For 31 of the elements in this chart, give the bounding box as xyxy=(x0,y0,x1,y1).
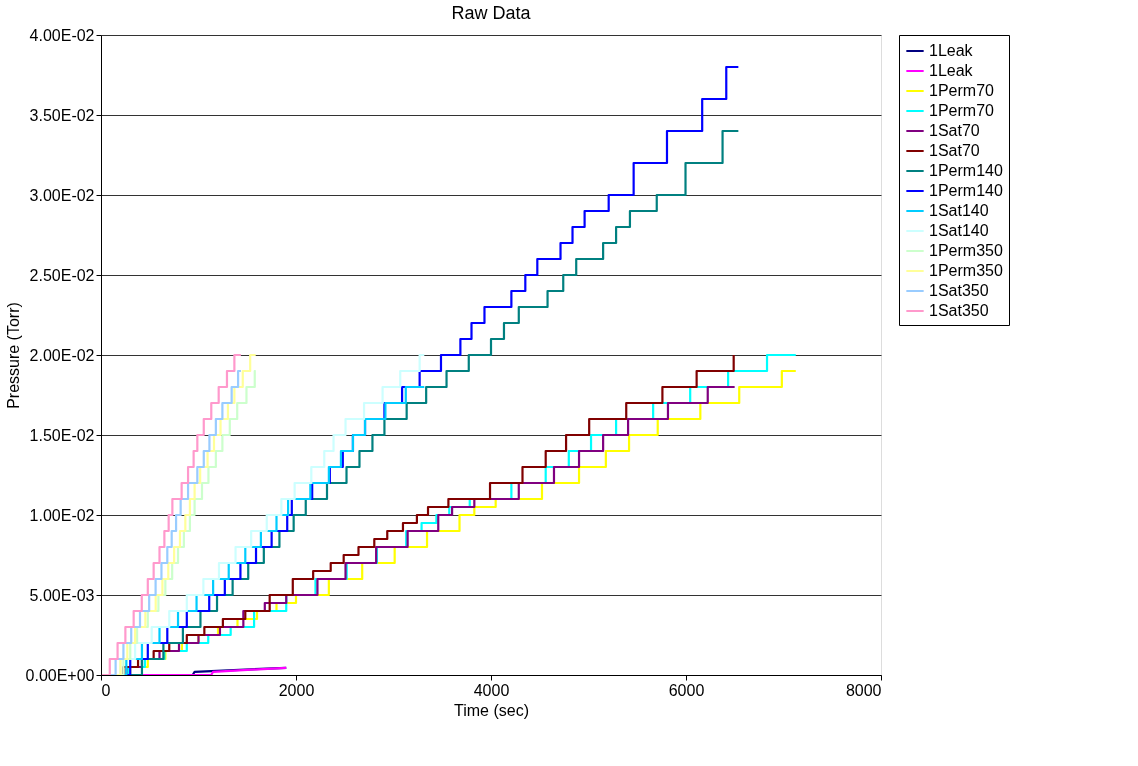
y-tick-label: 1.00E-02 xyxy=(29,506,95,524)
legend-label: 1Sat70 xyxy=(929,142,980,159)
legend-label: 1Leak xyxy=(929,42,974,59)
legend-label: 1Perm140 xyxy=(929,162,1003,179)
y-axis-title: Pressure (Torr) xyxy=(4,302,22,409)
chart-title: Raw Data xyxy=(451,3,532,23)
x-axis-title: Time (sec) xyxy=(454,701,529,719)
legend-label: 1Sat140 xyxy=(929,222,989,239)
y-tick-label: 5.00E-03 xyxy=(29,586,95,604)
y-tick-label: 2.50E-02 xyxy=(29,266,95,284)
legend-label: 1Sat350 xyxy=(929,282,989,299)
x-tick-label: 4000 xyxy=(473,681,510,699)
legend-label: 1Perm70 xyxy=(929,102,995,119)
y-tick-label: 3.00E-02 xyxy=(29,186,95,204)
legend-label: 1Perm350 xyxy=(929,262,1003,279)
x-tick-label: 6000 xyxy=(668,681,705,699)
y-tick-label: 0.00E+00 xyxy=(25,666,95,684)
x-tick-label: 8000 xyxy=(845,681,882,699)
legend-label: 1Perm140 xyxy=(929,182,1003,199)
legend-label: 1Sat70 xyxy=(929,122,980,139)
legend-label: 1Leak xyxy=(929,62,974,79)
y-tick-label: 2.00E-02 xyxy=(29,346,95,364)
y-tick-label: 1.50E-02 xyxy=(29,426,95,444)
x-tick-label: 2000 xyxy=(278,681,315,699)
y-tick-label: 3.50E-02 xyxy=(29,106,95,124)
legend-label: 1Perm350 xyxy=(929,242,1003,259)
legend-label: 1Perm70 xyxy=(929,82,995,99)
x-tick-label: 0 xyxy=(101,681,111,699)
legend-label: 1Sat350 xyxy=(929,302,989,319)
legend-label: 1Sat140 xyxy=(929,202,989,219)
y-tick-label: 4.00E-02 xyxy=(29,26,95,44)
